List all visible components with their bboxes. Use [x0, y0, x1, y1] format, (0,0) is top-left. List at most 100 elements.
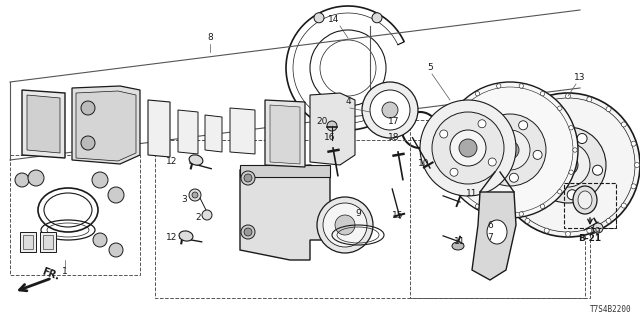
Ellipse shape — [557, 106, 562, 110]
Text: 14: 14 — [328, 15, 340, 25]
Ellipse shape — [631, 184, 636, 189]
Text: 12: 12 — [166, 234, 178, 243]
Ellipse shape — [108, 187, 124, 203]
Ellipse shape — [81, 101, 95, 115]
Ellipse shape — [497, 163, 502, 167]
Ellipse shape — [459, 139, 477, 157]
Ellipse shape — [530, 127, 606, 203]
Ellipse shape — [525, 218, 530, 223]
Ellipse shape — [631, 141, 636, 146]
Text: 1: 1 — [62, 268, 68, 276]
Text: 7: 7 — [487, 233, 493, 242]
Ellipse shape — [544, 228, 549, 233]
Ellipse shape — [509, 173, 518, 182]
Bar — [10, 155, 140, 275]
Ellipse shape — [621, 122, 627, 127]
Text: 15: 15 — [392, 211, 404, 220]
Ellipse shape — [496, 93, 640, 237]
Ellipse shape — [558, 155, 578, 175]
Ellipse shape — [370, 90, 410, 130]
Ellipse shape — [519, 84, 524, 88]
Ellipse shape — [587, 97, 592, 102]
Ellipse shape — [606, 107, 611, 112]
Ellipse shape — [81, 136, 95, 150]
Polygon shape — [472, 192, 516, 280]
Ellipse shape — [335, 215, 355, 235]
Ellipse shape — [327, 121, 337, 131]
Text: FR.: FR. — [40, 267, 60, 282]
Ellipse shape — [244, 174, 252, 182]
Ellipse shape — [573, 148, 577, 152]
Ellipse shape — [420, 100, 516, 196]
Bar — [40, 232, 56, 252]
Ellipse shape — [450, 168, 458, 176]
Ellipse shape — [593, 223, 603, 233]
Text: T7S4B2200: T7S4B2200 — [590, 305, 632, 314]
Text: 12: 12 — [166, 157, 178, 166]
Ellipse shape — [476, 92, 480, 96]
Text: B-21: B-21 — [579, 234, 602, 243]
Ellipse shape — [577, 133, 587, 143]
Ellipse shape — [474, 114, 546, 186]
Polygon shape — [148, 100, 170, 157]
Ellipse shape — [244, 228, 252, 236]
Text: 18: 18 — [388, 133, 400, 142]
Ellipse shape — [458, 106, 463, 110]
Ellipse shape — [566, 231, 570, 236]
Ellipse shape — [540, 92, 545, 96]
Ellipse shape — [447, 170, 451, 174]
Bar — [564, 183, 616, 228]
Ellipse shape — [490, 130, 530, 170]
Ellipse shape — [432, 112, 504, 184]
Text: 6: 6 — [487, 220, 493, 229]
Ellipse shape — [569, 170, 573, 174]
Ellipse shape — [525, 107, 530, 112]
Ellipse shape — [536, 173, 546, 183]
Polygon shape — [205, 115, 222, 152]
Ellipse shape — [189, 155, 203, 165]
Polygon shape — [270, 105, 300, 164]
Polygon shape — [72, 86, 140, 164]
Ellipse shape — [109, 243, 123, 257]
Ellipse shape — [544, 97, 549, 102]
Ellipse shape — [450, 130, 486, 166]
Ellipse shape — [317, 197, 373, 253]
Polygon shape — [178, 110, 198, 154]
Ellipse shape — [578, 191, 592, 209]
Ellipse shape — [509, 203, 515, 208]
Ellipse shape — [372, 13, 382, 23]
Ellipse shape — [241, 225, 255, 239]
Ellipse shape — [486, 125, 495, 134]
Text: 9: 9 — [355, 209, 361, 218]
Ellipse shape — [566, 93, 570, 99]
Bar — [410, 120, 590, 298]
Ellipse shape — [519, 212, 524, 216]
Text: 19: 19 — [590, 228, 602, 236]
Polygon shape — [22, 90, 65, 158]
Ellipse shape — [533, 150, 542, 159]
Text: 20: 20 — [316, 117, 328, 126]
Ellipse shape — [497, 84, 501, 88]
Ellipse shape — [443, 148, 447, 152]
Ellipse shape — [621, 203, 627, 208]
Ellipse shape — [509, 122, 515, 127]
Text: 10: 10 — [419, 159, 429, 169]
Ellipse shape — [567, 190, 577, 200]
Ellipse shape — [487, 220, 507, 244]
Ellipse shape — [501, 141, 519, 159]
Ellipse shape — [606, 218, 611, 223]
Polygon shape — [310, 93, 355, 165]
Ellipse shape — [314, 13, 324, 23]
Polygon shape — [265, 100, 305, 167]
Bar — [155, 140, 585, 298]
Ellipse shape — [587, 228, 592, 233]
Text: 4: 4 — [345, 98, 351, 107]
Ellipse shape — [452, 242, 464, 250]
Text: 11: 11 — [454, 237, 466, 246]
Ellipse shape — [323, 203, 367, 247]
Text: 5: 5 — [427, 63, 433, 73]
Text: 3: 3 — [181, 196, 187, 204]
Ellipse shape — [92, 172, 108, 188]
Ellipse shape — [447, 125, 451, 130]
Ellipse shape — [440, 130, 448, 138]
